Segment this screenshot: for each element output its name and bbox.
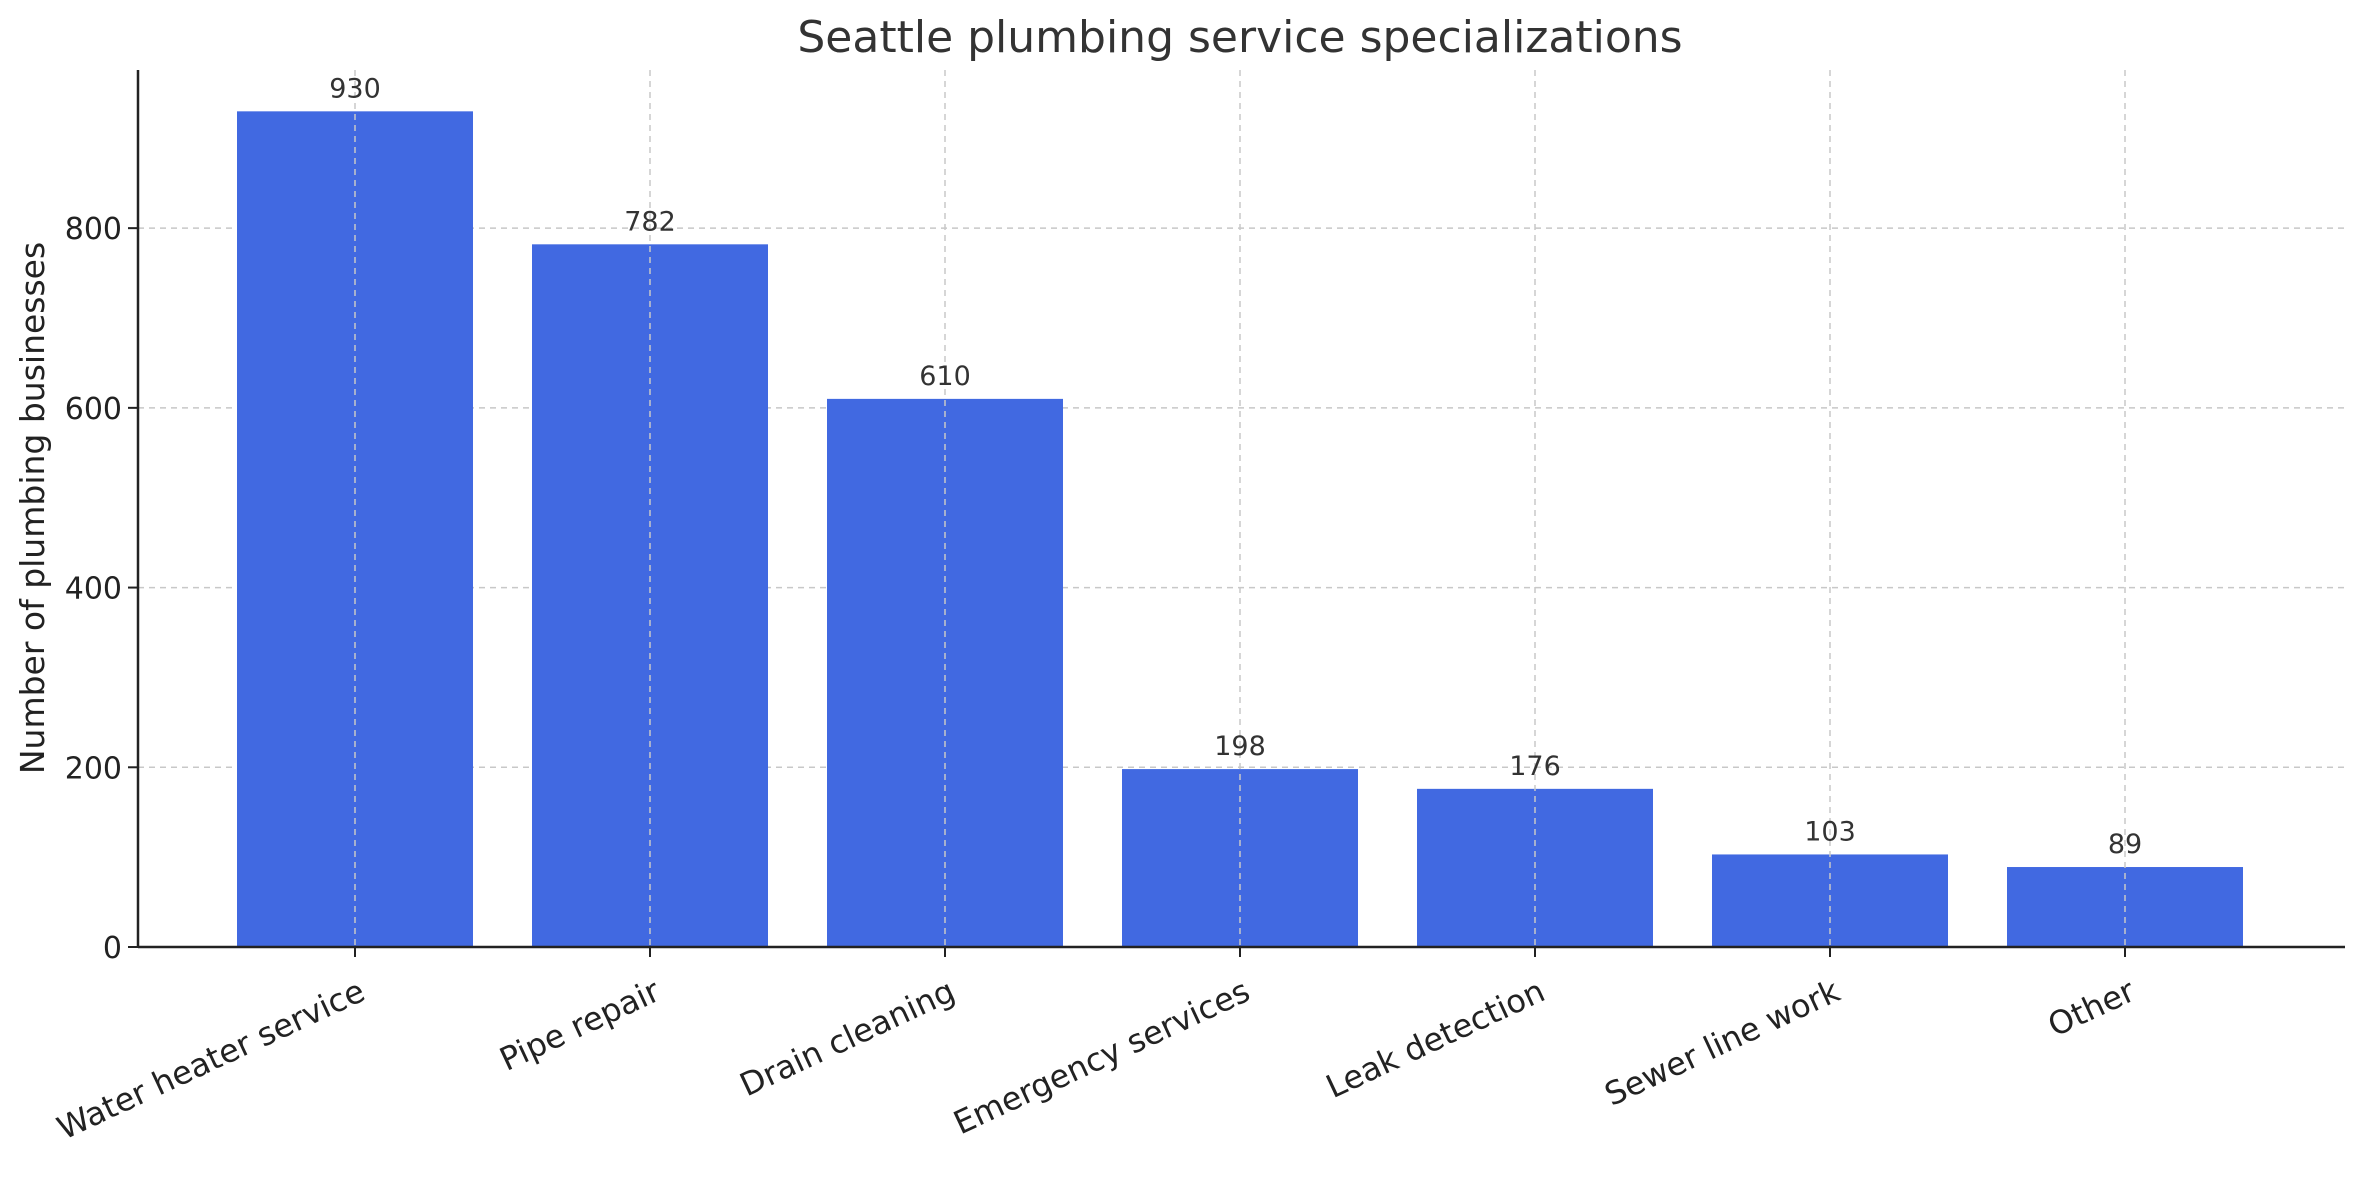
y-axis-label: Number of plumbing businesses: [13, 242, 52, 774]
y-tick-label: 600: [65, 392, 122, 427]
x-tick-label: Sewer line work: [1599, 971, 1846, 1113]
chart-title: Seattle plumbing service specializations: [797, 12, 1682, 63]
x-tick-label: Pipe repair: [494, 971, 666, 1078]
y-tick-label: 200: [65, 751, 122, 786]
y-tick-label: 800: [65, 212, 122, 247]
x-tick-label: Emergency services: [948, 972, 1256, 1143]
bar-value-label: 176: [1509, 751, 1561, 782]
x-tick-label: Water heater service: [51, 972, 370, 1148]
x-tick-label: Leak detection: [1320, 972, 1550, 1106]
x-tick-label: Other: [2042, 971, 2141, 1044]
bar-value-label: 610: [919, 361, 971, 392]
y-tick-label: 0: [103, 931, 122, 966]
y-tick-label: 400: [65, 572, 122, 607]
bar-value-label: 89: [2108, 829, 2142, 860]
bar-value-label: 198: [1214, 731, 1266, 762]
grid: [138, 227, 2345, 769]
bar-value-label: 930: [329, 73, 381, 104]
axes: [136, 70, 2345, 949]
x-tick-label: Drain cleaning: [734, 972, 961, 1105]
bar-value-label: 782: [624, 206, 676, 237]
bar-value-label: 103: [1804, 816, 1856, 847]
